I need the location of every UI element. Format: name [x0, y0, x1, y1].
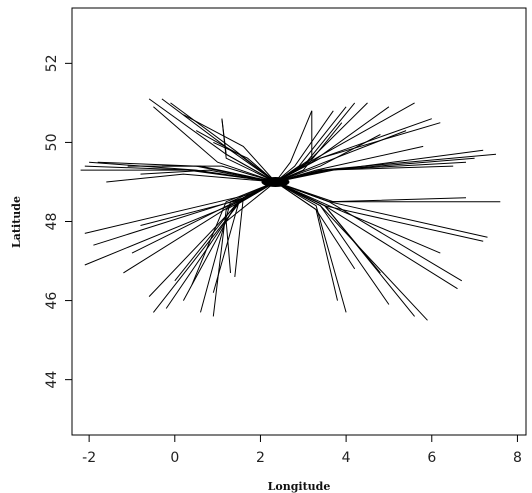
series-line [275, 110, 334, 183]
series-line [275, 181, 347, 313]
x-tick-label: -2 [82, 450, 96, 466]
series-line [93, 181, 276, 246]
series-line [148, 181, 276, 297]
series-line [275, 106, 347, 183]
y-tick-label: 50 [44, 134, 60, 152]
series-line [275, 122, 441, 183]
x-tick-label: 2 [256, 450, 265, 466]
series-line [275, 181, 484, 242]
x-tick-label: 8 [513, 450, 522, 466]
series-line [275, 181, 488, 238]
series-line [275, 181, 441, 254]
y-tick-label: 48 [44, 213, 60, 231]
series-line [182, 181, 276, 301]
series-line [275, 122, 343, 183]
series-line [275, 145, 424, 183]
series-line [191, 181, 276, 285]
series-line [221, 118, 276, 183]
series-line [106, 173, 276, 183]
y-axis-title: Latitude [10, 196, 23, 248]
series-layer [80, 98, 501, 321]
y-tick-label: 46 [44, 292, 60, 310]
series-line [275, 181, 338, 301]
series-line [275, 110, 313, 183]
series-line [153, 106, 276, 183]
series-line [275, 161, 467, 183]
series-line [225, 181, 276, 273]
plot-frame [71, 7, 527, 436]
x-tick-label: 6 [427, 450, 436, 466]
series-line [80, 169, 276, 183]
series-line [183, 114, 276, 183]
y-tick-label: 44 [44, 371, 60, 389]
x-tick-label: 4 [342, 450, 351, 466]
y-tick-label: 52 [44, 54, 60, 72]
series-line [275, 110, 313, 183]
series-line [275, 134, 381, 183]
hub-cluster [261, 176, 290, 187]
series-line [275, 102, 415, 183]
series-line [275, 181, 381, 274]
series-line [275, 181, 390, 305]
series-line [212, 181, 276, 317]
series-line [161, 165, 276, 183]
series-line [174, 181, 276, 282]
series-line [153, 181, 276, 313]
x-tick-label: 0 [170, 450, 179, 466]
series-line [212, 181, 276, 293]
series-line [275, 181, 501, 203]
x-axis-title: Longitude [268, 480, 331, 493]
series-line [200, 181, 276, 313]
